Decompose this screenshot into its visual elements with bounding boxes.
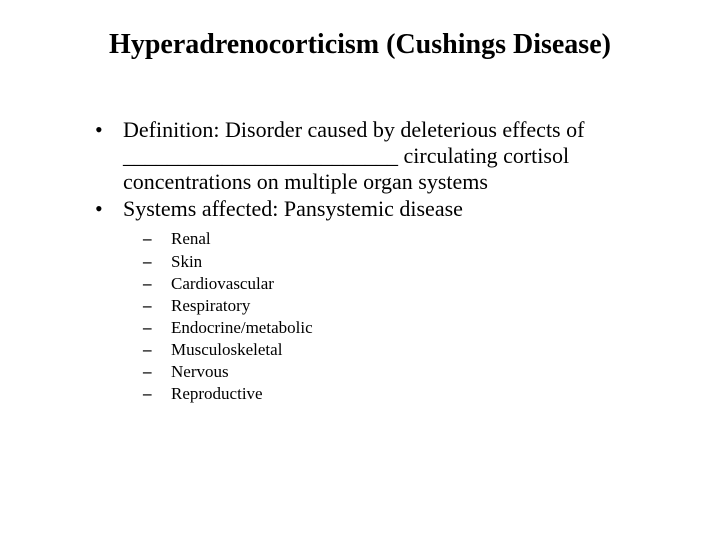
bullet-marker: • <box>95 196 123 222</box>
sub-bullet-item: – Renal <box>143 228 665 250</box>
sub-bullet-marker: – <box>143 251 171 273</box>
bullet-text: Definition: Disorder caused by deleterio… <box>123 117 665 195</box>
sub-bullet-marker: – <box>143 273 171 295</box>
sub-bullet-marker: – <box>143 361 171 383</box>
bullet-marker: • <box>95 117 123 195</box>
sub-bullet-item: – Skin <box>143 251 665 273</box>
sub-bullet-text: Respiratory <box>171 295 665 317</box>
sub-bullet-item: – Cardiovascular <box>143 273 665 295</box>
sub-bullet-item: – Endocrine/metabolic <box>143 317 665 339</box>
sub-bullet-text: Renal <box>171 228 665 250</box>
bullet-item: • Systems affected: Pansystemic disease <box>95 196 665 222</box>
slide: Hyperadrenocorticism (Cushings Disease) … <box>0 0 720 540</box>
sub-bullet-item: – Nervous <box>143 361 665 383</box>
sub-bullet-text: Musculoskeletal <box>171 339 665 361</box>
sub-bullet-item: – Respiratory <box>143 295 665 317</box>
sub-bullet-text: Cardiovascular <box>171 273 665 295</box>
sub-bullet-item: – Reproductive <box>143 383 665 405</box>
slide-title: Hyperadrenocorticism (Cushings Disease) <box>55 28 665 62</box>
sub-bullet-text: Endocrine/metabolic <box>171 317 665 339</box>
sub-bullet-item: – Musculoskeletal <box>143 339 665 361</box>
sub-bullet-marker: – <box>143 317 171 339</box>
sub-bullet-marker: – <box>143 383 171 405</box>
sub-bullet-marker: – <box>143 228 171 250</box>
sub-bullet-marker: – <box>143 339 171 361</box>
bullet-list: • Definition: Disorder caused by deleter… <box>95 117 665 406</box>
bullet-item: • Definition: Disorder caused by deleter… <box>95 117 665 195</box>
sub-bullet-list: – Renal – Skin – Cardiovascular – Respir… <box>143 228 665 405</box>
sub-bullet-text: Reproductive <box>171 383 665 405</box>
sub-bullet-text: Skin <box>171 251 665 273</box>
sub-bullet-marker: – <box>143 295 171 317</box>
sub-bullet-text: Nervous <box>171 361 665 383</box>
bullet-text: Systems affected: Pansystemic disease <box>123 196 665 222</box>
